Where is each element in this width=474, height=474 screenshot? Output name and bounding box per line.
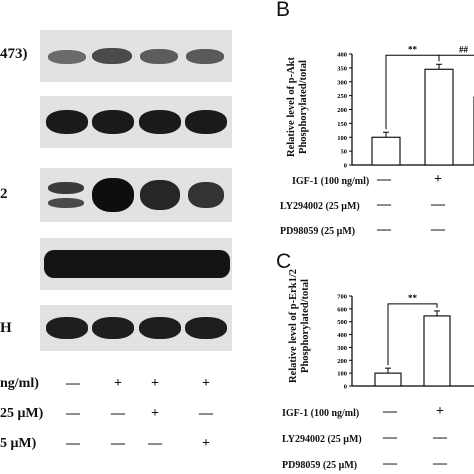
mark: — — [148, 436, 162, 451]
chart-c-bar — [374, 372, 402, 387]
blot-total-erk — [40, 238, 232, 290]
mark: + — [436, 404, 444, 419]
chart-b-tick-label: 300 — [337, 79, 347, 86]
band — [48, 198, 84, 208]
chart-c-tick-label: 500 — [337, 319, 347, 326]
band — [92, 178, 134, 212]
mark: + — [151, 406, 159, 421]
band — [92, 110, 134, 134]
mark: — — [383, 430, 397, 445]
chart-c-ylabel: Relative level of p-Erk1/2 Phosphorylate… — [288, 266, 312, 386]
mark: — — [66, 436, 80, 451]
band — [139, 110, 181, 134]
chart-b-tick-label: 350 — [337, 65, 347, 72]
chart-c: 0 100 200 300 400 500 600 700 ** — [337, 293, 474, 391]
chart-b-tick-label: 200 — [337, 107, 347, 114]
condition-igf1-label: ng/ml) — [0, 376, 39, 391]
mark: + — [202, 376, 210, 391]
chart-b-significance-label: ** — [408, 44, 418, 54]
band — [140, 180, 180, 210]
chart-c-significance-bracket — [387, 303, 438, 366]
chart-b-tick-label: 0 — [344, 163, 347, 170]
mark: + — [202, 436, 210, 451]
band — [185, 110, 227, 134]
chart-c-tick-label: 0 — [344, 384, 347, 391]
mark: — — [377, 197, 391, 212]
chart-c-cond-pd: PD98059 (25 μM) — [282, 460, 358, 471]
band — [46, 317, 88, 339]
chart-c-ylabel-line2: Phosphorylated/total — [300, 279, 311, 373]
blot-label-p-akt: 473) — [0, 46, 28, 62]
panel-letter-b: B — [276, 0, 291, 21]
mark: + — [151, 376, 159, 391]
mark: — — [377, 222, 391, 237]
chart-b-tick-label: 400 — [337, 52, 347, 59]
chart-b-ylabel-line1: Relative level of p-Akt — [286, 56, 297, 158]
chart-c-cond-ly: LY294002 (25 μM) — [282, 434, 362, 445]
chart-c-bar — [423, 315, 451, 387]
mark: — — [111, 406, 125, 421]
chart-c-tick-label: 300 — [337, 345, 347, 352]
blot-label-gapdh: H — [0, 320, 12, 336]
chart-c-tick-label: 400 — [337, 332, 347, 339]
chart-c-tick-label: 100 — [337, 371, 347, 378]
chart-c-tick-label: 200 — [337, 358, 347, 365]
mark: + — [114, 376, 122, 391]
band — [46, 110, 88, 134]
band — [185, 317, 227, 339]
mark: — — [433, 430, 447, 445]
chart-b-tick-label: 150 — [337, 121, 347, 128]
band — [186, 49, 224, 64]
blot-gapdh — [40, 305, 232, 351]
mark: — — [377, 172, 391, 187]
mark: — — [431, 197, 445, 212]
chart-b-cond-ly: LY294002 (25 μM) — [280, 201, 360, 212]
condition-ly-label: 25 μM) — [0, 406, 44, 421]
mark: — — [66, 376, 80, 391]
condition-pd-label: 5 μM) — [0, 436, 37, 451]
chart-c-significance-label: ** — [408, 293, 418, 303]
blot-p-akt — [40, 30, 232, 82]
chart-c-tick-label: 700 — [337, 294, 347, 301]
chart-b-tick-label: 50 — [341, 149, 348, 156]
chart-b-cond-igf1: IGF-1 (100 ng/ml) — [292, 176, 370, 187]
mark: — — [433, 456, 447, 471]
mark: + — [434, 172, 442, 187]
chart-b-significance-bracket — [438, 54, 474, 62]
mark: — — [199, 406, 213, 421]
mark: — — [431, 222, 445, 237]
blot-total-akt — [40, 96, 232, 148]
band — [48, 50, 86, 64]
chart-b-significance-label: ## — [459, 44, 469, 54]
mark: — — [383, 456, 397, 471]
band — [48, 182, 84, 194]
mark: — — [66, 406, 80, 421]
blot-label-p-erk: 2 — [0, 186, 8, 202]
chart-c-cond-igf1: IGF-1 (100 ng/ml) — [282, 408, 360, 419]
band — [188, 182, 224, 208]
band — [92, 48, 132, 64]
chart-b-tick-label: 100 — [337, 135, 347, 142]
band — [44, 250, 230, 278]
chart-b-tick-label: 250 — [337, 93, 347, 100]
chart-b: 0 50 100 150 200 250 300 350 400 ** ## — [337, 44, 474, 170]
band — [140, 49, 178, 64]
chart-b-bar — [371, 136, 401, 166]
chart-b-cond-pd: PD98059 (25 μM) — [280, 226, 356, 237]
mark: — — [111, 436, 125, 451]
chart-b-ylabel: Relative level of p-Akt Phosphorylated/t… — [286, 42, 310, 172]
chart-b-bar — [424, 68, 454, 166]
blot-p-erk — [40, 168, 232, 222]
chart-c-tick-label: 600 — [337, 306, 347, 313]
panel-letter-c: C — [276, 250, 292, 273]
band — [139, 317, 181, 339]
mark: — — [383, 404, 397, 419]
chart-c-ylabel-line1: Relative level of p-Erk1/2 — [288, 268, 299, 384]
band — [92, 317, 134, 339]
chart-b-ylabel-line2: Phosphorylated/total — [298, 60, 309, 154]
